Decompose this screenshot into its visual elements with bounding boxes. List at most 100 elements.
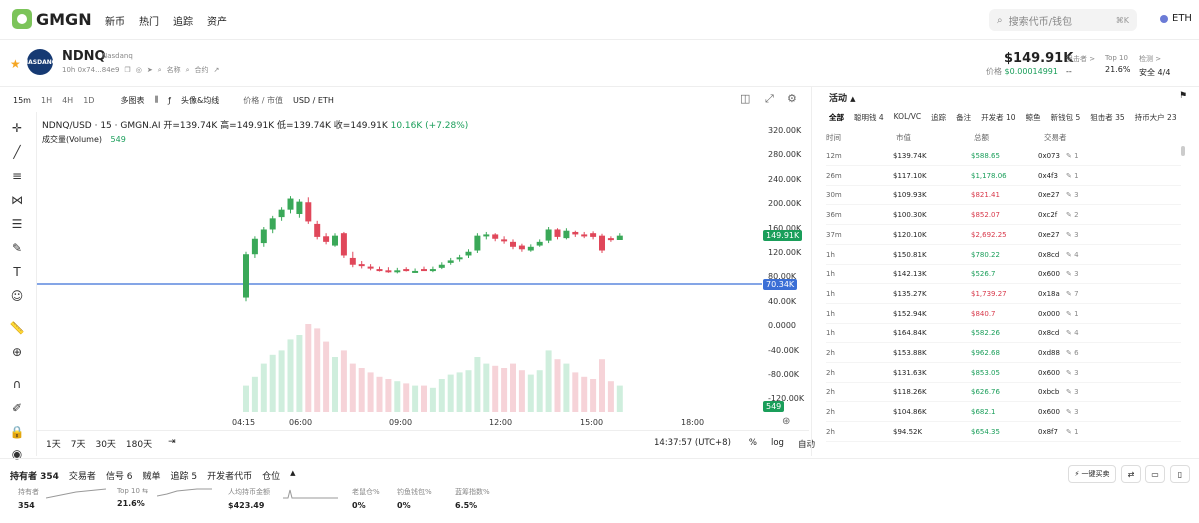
- search-name-link[interactable]: 名称: [166, 66, 181, 74]
- col-time[interactable]: 时间: [826, 133, 841, 142]
- fullscreen-icon[interactable]: ⤢: [765, 92, 774, 105]
- tab-notes[interactable]: 备注: [956, 113, 972, 122]
- tab-tracking[interactable]: 追踪 5: [170, 472, 198, 482]
- row-trader[interactable]: 0x8f7: [1038, 427, 1058, 436]
- trendline-icon[interactable]: ╱: [13, 145, 21, 159]
- nav-item-hot[interactable]: 热门: [139, 17, 159, 28]
- row-trader[interactable]: 0x4f3: [1038, 171, 1058, 180]
- log-toggle[interactable]: log: [770, 438, 784, 448]
- activity-scrollbar[interactable]: [1181, 146, 1185, 156]
- candle-type-icon[interactable]: ⫼: [154, 95, 159, 104]
- activity-row[interactable]: 36m $100.30K $852.07 0xc2f ✎ 2: [826, 205, 1181, 226]
- row-trader[interactable]: 0xd88: [1038, 349, 1060, 357]
- row-trader[interactable]: 0xbcb: [1038, 388, 1060, 397]
- activity-row[interactable]: 37m $120.10K $2,692.25 0xe27 ✎ 3: [826, 225, 1181, 245]
- row-trader[interactable]: 0x18a: [1038, 289, 1060, 298]
- collapse-icon[interactable]: ▲: [290, 469, 296, 477]
- favorite-star-icon[interactable]: ★: [10, 57, 21, 71]
- row-trader[interactable]: 0x600: [1038, 408, 1060, 417]
- chain-selector[interactable]: ETH: [1160, 13, 1192, 24]
- activity-settings-icon[interactable]: ⚑: [1179, 91, 1188, 101]
- row-trader[interactable]: 0xc2f: [1038, 211, 1058, 220]
- clock-time[interactable]: 14:37:57 (UTC+8): [654, 438, 731, 448]
- row-trader[interactable]: 0x8cd: [1038, 329, 1060, 338]
- activity-row[interactable]: 1h $135.27K $1,739.27 0x18a ✎ 7: [826, 284, 1181, 304]
- activity-row[interactable]: 26m $117.10K $1,178.06 0x4f3 ✎ 1: [826, 166, 1181, 186]
- tab-new-wallet[interactable]: 新钱包 5: [1050, 113, 1081, 122]
- emoji-icon[interactable]: ☺: [10, 289, 24, 303]
- activity-row[interactable]: 1h $142.13K $526.7 0x600 ✎ 3: [826, 264, 1181, 285]
- layout-button[interactable]: ▭: [1145, 465, 1165, 483]
- text-icon[interactable]: T: [13, 265, 21, 279]
- tab-track[interactable]: 追踪: [931, 113, 947, 122]
- sidebar-toggle-button[interactable]: ▯: [1170, 465, 1190, 483]
- quick-trade-button[interactable]: ⚡ 一键买卖: [1068, 465, 1116, 483]
- search-input[interactable]: ⌕ 搜索代币/钱包 ⌘K: [989, 9, 1137, 31]
- activity-row[interactable]: 2h $131.63K $853.05 0x600 ✎ 3: [826, 363, 1181, 383]
- price-mc-toggle[interactable]: 价格 / 市值: [243, 95, 283, 105]
- tab-holders-count[interactable]: 持有者 354: [10, 472, 59, 482]
- nav-item-new[interactable]: 新币: [105, 17, 125, 28]
- row-trader[interactable]: 0x073: [1038, 152, 1060, 160]
- fib-icon[interactable]: ☰: [11, 217, 23, 231]
- wallet-button[interactable]: ⇄: [1121, 465, 1141, 483]
- telegram-icon[interactable]: ➤: [146, 66, 153, 74]
- row-trader[interactable]: 0x000: [1038, 309, 1060, 318]
- globe-icon[interactable]: ◎: [135, 66, 142, 74]
- tab-dev-tokens[interactable]: 开发者代币: [207, 472, 253, 482]
- settings-icon[interactable]: ⚙: [787, 92, 797, 105]
- col-trader[interactable]: 交易者: [1044, 133, 1067, 142]
- indicator-icon[interactable]: ƒ: [168, 95, 171, 105]
- tab-whale[interactable]: 鲸鱼: [1025, 113, 1041, 122]
- activity-row[interactable]: 1h $150.81K $780.22 0x8cd ✎ 4: [826, 245, 1181, 265]
- search-contract-link[interactable]: 合约: [194, 66, 209, 74]
- activity-row[interactable]: 2h $153.88K $962.68 0xd88 ✎ 6: [826, 343, 1181, 363]
- range-7d[interactable]: 7天: [70, 440, 86, 450]
- row-trader[interactable]: 0x600: [1038, 270, 1060, 279]
- nav-item-track[interactable]: 追踪: [173, 17, 193, 28]
- indicators-button[interactable]: 头像&均线: [180, 95, 220, 105]
- interval-15m[interactable]: 15m: [13, 95, 31, 105]
- pattern-icon[interactable]: ⋈: [11, 193, 23, 207]
- row-trader[interactable]: 0xe27: [1038, 230, 1060, 239]
- row-trader[interactable]: 0x600: [1038, 368, 1060, 377]
- magnet-icon[interactable]: ∩: [12, 377, 22, 391]
- eye-icon[interactable]: ◉: [11, 447, 23, 461]
- activity-row[interactable]: 12m $139.74K $588.65 0x073 ✎ 1: [826, 146, 1181, 166]
- stat-snipers[interactable]: 狙击者 > --: [1066, 55, 1096, 76]
- crosshair-icon[interactable]: ✛: [11, 121, 23, 135]
- tab-sniper[interactable]: 狙击者 35: [1090, 113, 1125, 122]
- activity-row[interactable]: 2h $118.26K $626.76 0xbcb ✎ 3: [826, 382, 1181, 403]
- external-link-icon[interactable]: ↗: [213, 66, 220, 74]
- tab-dev[interactable]: 开发者 10: [981, 113, 1016, 122]
- horizontal-lines-icon[interactable]: ≡: [11, 169, 23, 183]
- auto-toggle[interactable]: 自动: [797, 440, 815, 450]
- activity-title[interactable]: 活动 ▲: [829, 94, 856, 104]
- tab-thief[interactable]: 贼单: [142, 472, 161, 482]
- tab-all[interactable]: 全部: [829, 113, 844, 122]
- multi-chart-button[interactable]: 多图表: [120, 95, 145, 105]
- lock-draw-icon[interactable]: ✐: [11, 401, 23, 415]
- row-trader[interactable]: 0x8cd: [1038, 250, 1060, 259]
- nav-item-assets[interactable]: 资产: [207, 17, 227, 28]
- interval-1d[interactable]: 1D: [83, 95, 95, 105]
- activity-row[interactable]: 1h $164.84K $582.26 0x8cd ✎ 4: [826, 323, 1181, 344]
- tab-kol[interactable]: KOL/VC: [893, 112, 922, 121]
- date-range-icon[interactable]: ⇥: [168, 437, 176, 447]
- tab-signals[interactable]: 信号 6: [105, 472, 133, 482]
- col-amount[interactable]: 总额: [974, 133, 989, 142]
- copy-icon[interactable]: ❐: [124, 66, 131, 74]
- range-180d[interactable]: 180天: [125, 440, 153, 450]
- candlestick-chart[interactable]: [37, 112, 762, 414]
- brand-logo[interactable]: GMGN: [12, 9, 92, 29]
- tab-holders[interactable]: 持币大户 23: [1134, 113, 1177, 122]
- range-1d[interactable]: 1天: [46, 440, 61, 450]
- interval-4h[interactable]: 4H: [62, 95, 74, 105]
- camera-icon[interactable]: ◫: [740, 92, 751, 105]
- activity-row[interactable]: 2h $104.86K $682.1 0x600 ✎ 3: [826, 402, 1181, 423]
- search-contract-icon[interactable]: ⌕: [185, 65, 190, 74]
- goto-now-icon[interactable]: ⊛: [782, 416, 791, 427]
- row-trader[interactable]: 0xe27: [1038, 191, 1060, 200]
- ruler-icon[interactable]: 📏: [9, 321, 25, 335]
- activity-row[interactable]: 30m $109.93K $821.41 0xe27 ✎ 3: [826, 185, 1181, 206]
